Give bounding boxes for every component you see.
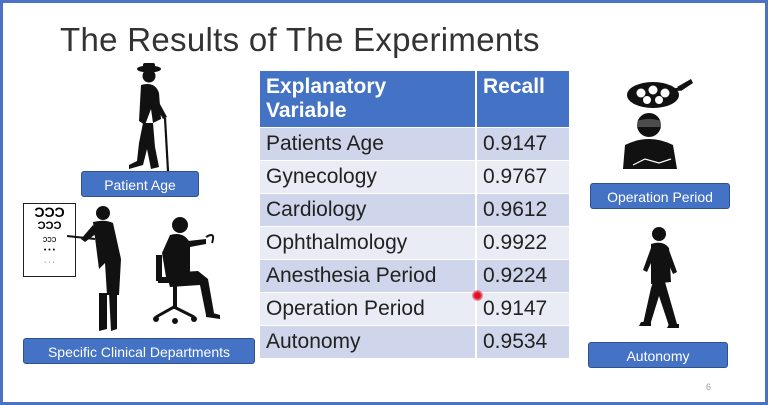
- recall-cell: 0.9147: [476, 292, 569, 326]
- walking-person-icon: [639, 227, 679, 328]
- label-operation-period: Operation Period: [590, 183, 730, 209]
- recall-cell: 0.9922: [476, 226, 569, 260]
- elderly-person-with-cane-icon: [129, 63, 170, 172]
- variable-cell: Anesthesia Period: [260, 259, 477, 293]
- recall-cell: 0.9224: [476, 259, 569, 293]
- variable-cell: Cardiology: [260, 193, 477, 227]
- header-explanatory-variable: Explanatory Variable: [260, 71, 477, 128]
- recall-cell: 0.9147: [476, 127, 569, 161]
- table-row: Anesthesia Period 0.9224: [260, 259, 569, 293]
- table-row: Patients Age 0.9147: [260, 127, 569, 161]
- variable-cell: Autonomy: [260, 325, 477, 358]
- label-patient-age: Patient Age: [81, 171, 199, 197]
- table-header-row: Explanatory Variable Recall: [260, 71, 569, 128]
- results-table: Explanatory Variable Recall Patients Age…: [260, 71, 569, 358]
- label-specific-clinical-departments: Specific Clinical Departments: [23, 338, 255, 364]
- variable-cell: Gynecology: [260, 160, 477, 194]
- slide-title: The Results of The Experiments: [60, 21, 540, 58]
- recall-cell: 0.9534: [476, 325, 569, 358]
- variable-cell: Patients Age: [260, 127, 477, 161]
- pointer-cursor-icon: [472, 290, 483, 301]
- label-autonomy: Autonomy: [588, 342, 728, 368]
- variable-cell: Ophthalmology: [260, 226, 477, 260]
- slide: The Results of The Experiments Patient A…: [3, 3, 765, 402]
- table-row: Cardiology 0.9612: [260, 193, 569, 227]
- table-row: Gynecology 0.9767: [260, 160, 569, 194]
- variable-cell: Operation Period: [260, 292, 477, 326]
- surgeon-under-surgical-lamp-icon: [623, 79, 693, 169]
- doctor-at-eye-chart-icon: ƆƆƆ ƆƆƆ ɔɔɔ • • • · · ·: [23, 203, 133, 333]
- table-row: Ophthalmology 0.9922: [260, 226, 569, 260]
- table-row: Operation Period 0.9147: [260, 292, 569, 326]
- recall-cell: 0.9767: [476, 160, 569, 194]
- table-row: Autonomy 0.9534: [260, 325, 569, 358]
- eye-chart: ƆƆƆ ƆƆƆ ɔɔɔ • • • · · ·: [23, 203, 76, 277]
- recall-cell: 0.9612: [476, 193, 569, 227]
- doctor-with-stethoscope-icon: [153, 217, 220, 324]
- page-number: 6: [705, 382, 711, 392]
- header-recall: Recall: [476, 71, 569, 128]
